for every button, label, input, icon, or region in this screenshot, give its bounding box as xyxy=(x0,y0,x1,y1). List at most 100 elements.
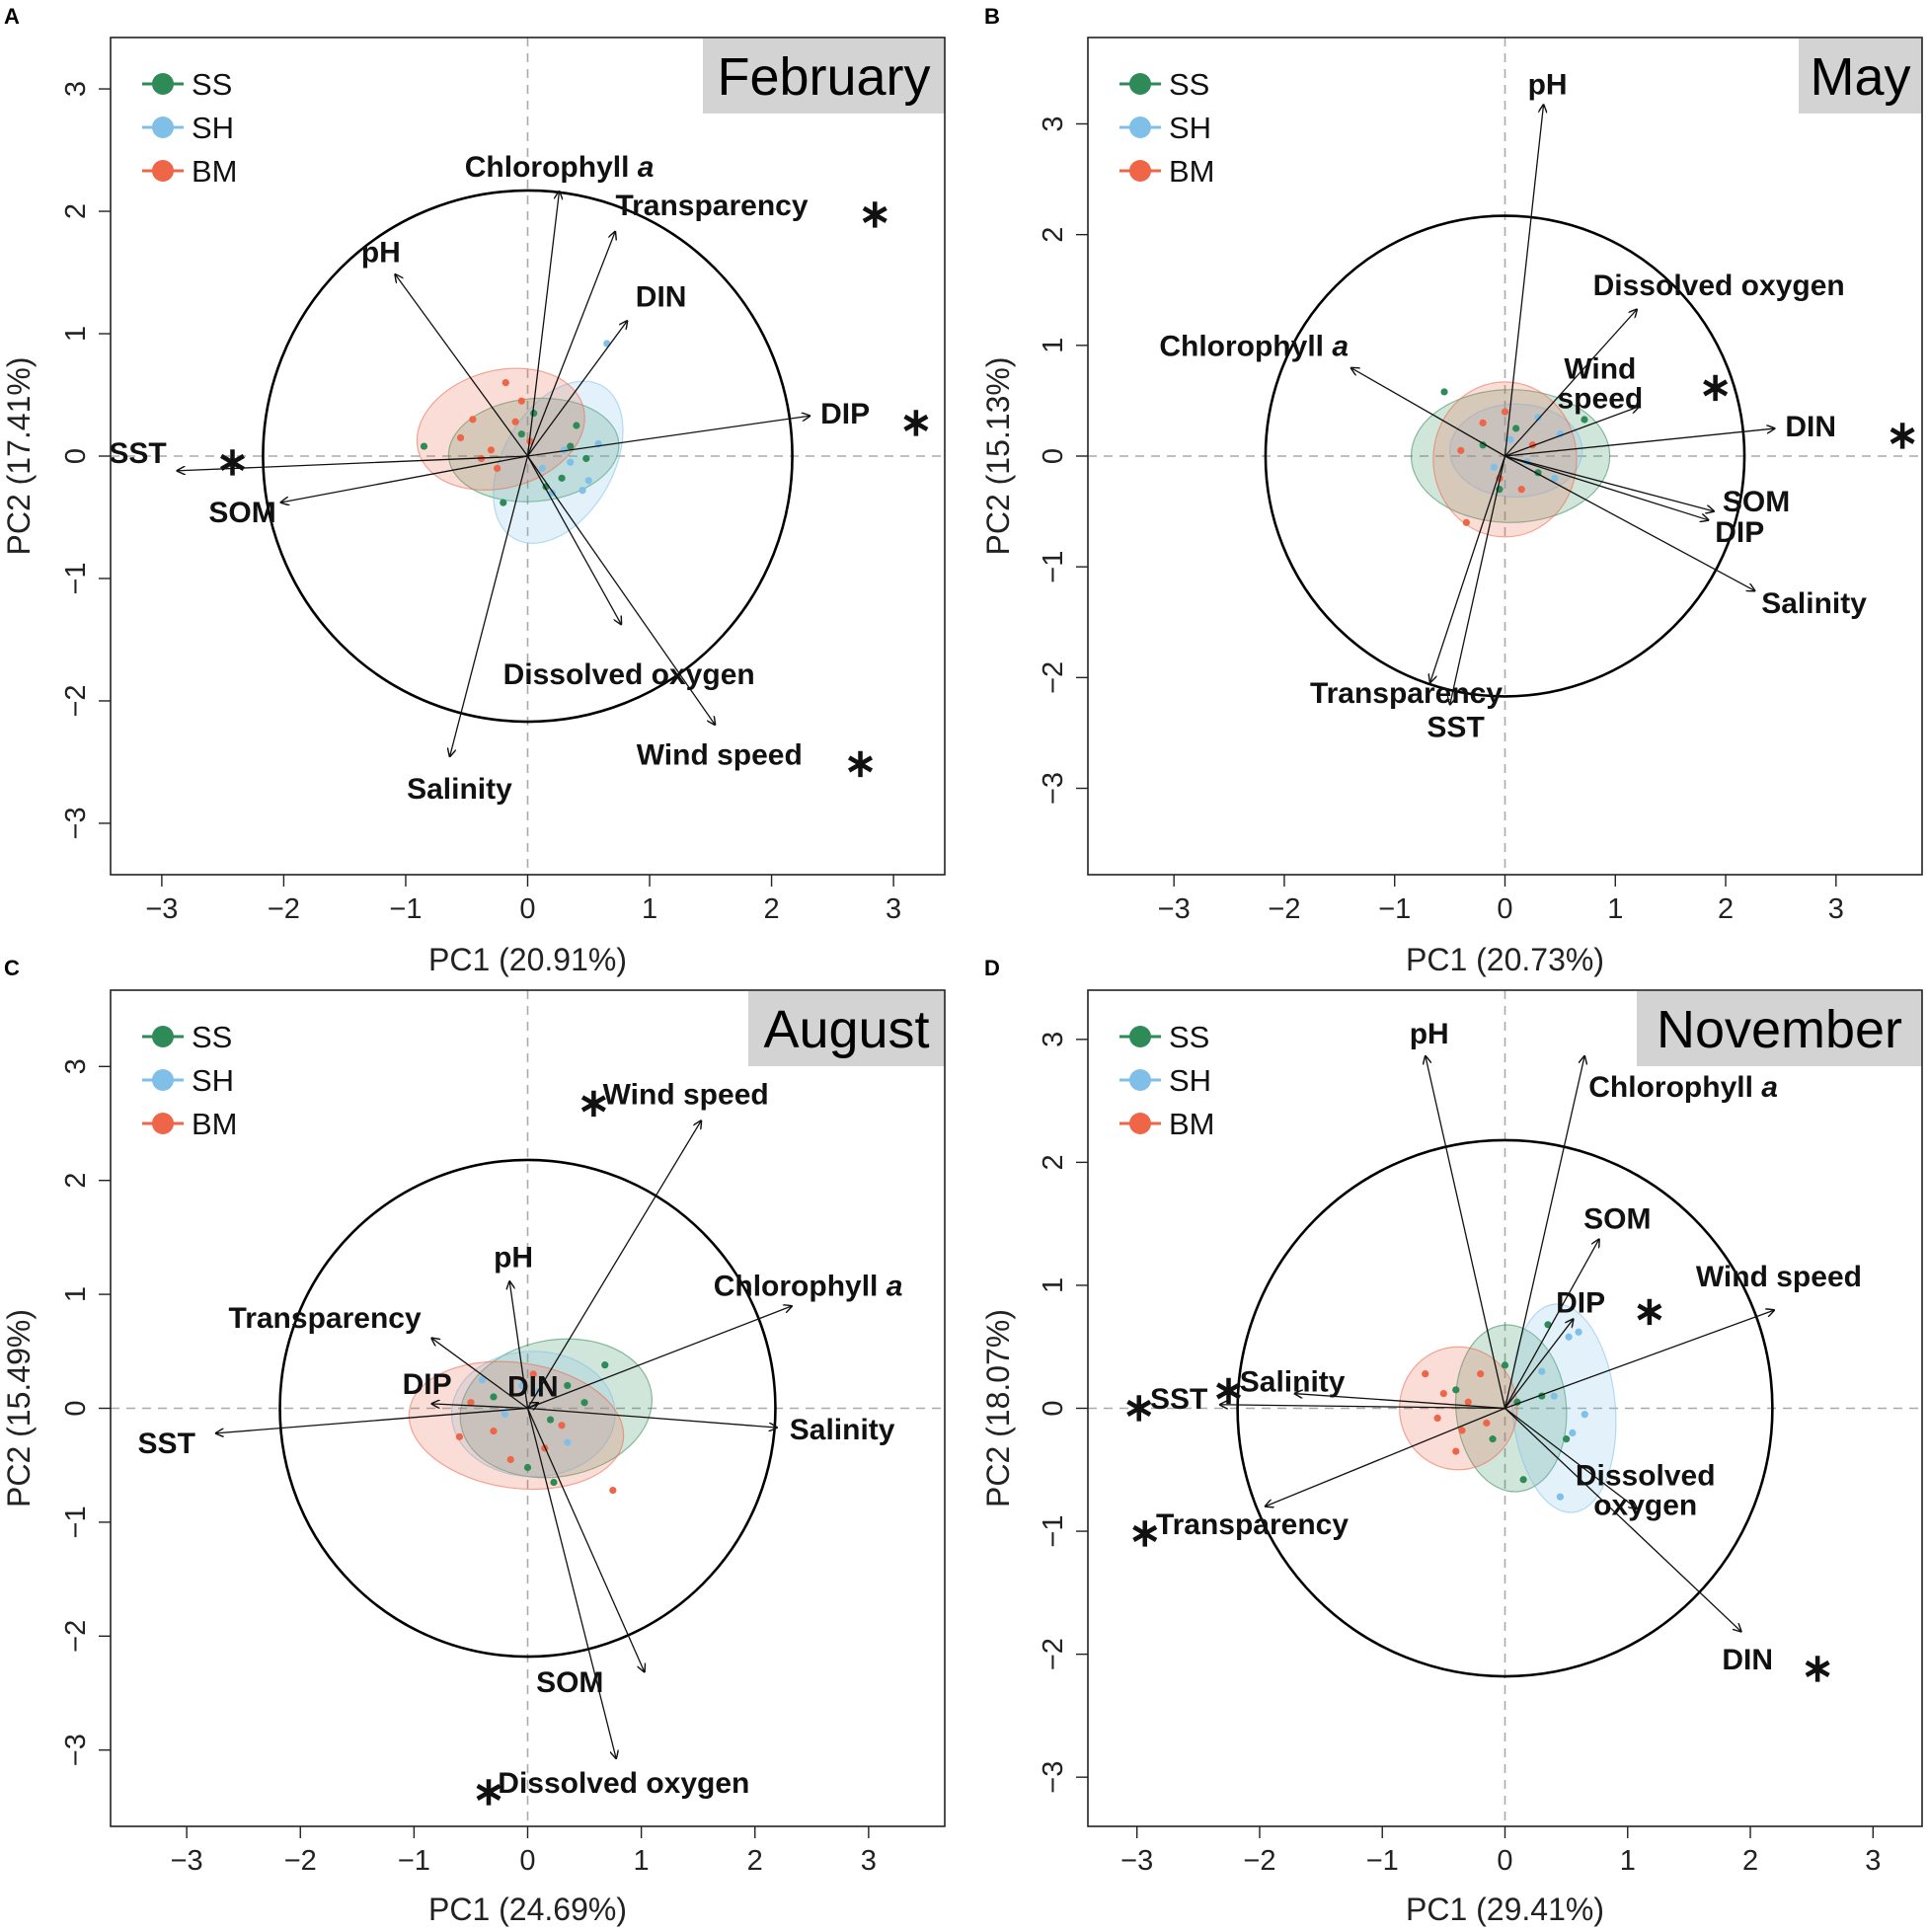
significance-star: ∗ xyxy=(472,1770,505,1814)
y-axis-title: PC2 (17.41%) xyxy=(1,357,37,556)
vector-label-line: speed xyxy=(1558,383,1644,416)
data-point-bm xyxy=(511,418,519,425)
x-axis-title: PC1 (24.69%) xyxy=(428,1892,627,1927)
vector-label: Wind speed xyxy=(1558,353,1644,416)
x-tick-label: −3 xyxy=(1158,893,1191,925)
vector-label-italic: a xyxy=(638,151,655,184)
vector-label: SOM xyxy=(1583,1203,1651,1236)
vector-label: DIN xyxy=(1785,411,1836,443)
vector-label: SOM xyxy=(1723,486,1790,518)
legend-marker-sh xyxy=(1129,116,1151,138)
month-tag-background xyxy=(703,39,945,114)
vector-label: Wind speed xyxy=(1696,1261,1862,1293)
vector-arrow xyxy=(1294,1394,1505,1410)
vector-label: SST xyxy=(1427,711,1484,743)
legend-label-bm: BM xyxy=(192,154,238,189)
vector-arrow xyxy=(449,455,529,757)
data-point-sh xyxy=(1581,1411,1588,1419)
panel-b: pH Dissolved oxygen Chlorophyll a Wind speed… xyxy=(980,4,1923,977)
significance-star: ∗ xyxy=(1212,1369,1246,1413)
data-point-ss xyxy=(1512,425,1520,432)
plot-area xyxy=(111,38,945,875)
vector-label-line: Wind xyxy=(1564,353,1636,386)
vector-arrow xyxy=(1504,1239,1600,1409)
vector-arrow xyxy=(526,231,616,457)
y-tick-label: 0 xyxy=(1038,1400,1069,1416)
data-point-bm xyxy=(529,1370,537,1378)
y-tick-label: 2 xyxy=(1038,227,1069,243)
vector-label: SOM xyxy=(536,1666,603,1699)
vector-label: DIN xyxy=(1722,1644,1773,1676)
legend-label-sh: SH xyxy=(192,111,234,145)
data-point-bm xyxy=(506,1455,514,1464)
data-point-bm xyxy=(456,433,465,442)
x-tick-label: −3 xyxy=(171,1845,203,1877)
x-tick-label: 2 xyxy=(1742,1845,1758,1877)
data-point-bm xyxy=(469,416,477,424)
data-point-bm xyxy=(558,1422,566,1430)
data-point-sh xyxy=(1506,435,1514,443)
correlation-circle xyxy=(1264,214,1746,698)
x-tick-label: 1 xyxy=(642,893,657,925)
y-tick-label: −3 xyxy=(1038,772,1069,805)
vector-label: Dissolved oxygen xyxy=(503,658,755,691)
ellipse-sh xyxy=(1449,403,1583,499)
significance-star: ∗ xyxy=(216,440,250,484)
data-point-sh xyxy=(1538,1367,1546,1375)
vector-label: Chlorophyll a xyxy=(1159,330,1349,362)
data-point-ss xyxy=(1544,1321,1552,1329)
vector-arrow xyxy=(431,1338,528,1410)
month-title: February xyxy=(717,47,930,107)
panel-a: Chlorophyll a Transparency ∗ pH DIN DIP ∗ SST ∗ S… xyxy=(1,4,946,977)
legend-label-sh: SH xyxy=(1169,1063,1211,1098)
vector-arrow xyxy=(1504,428,1776,457)
data-point-bm xyxy=(1462,518,1470,526)
y-tick-label: 2 xyxy=(1038,1154,1069,1170)
correlation-circle xyxy=(262,189,794,724)
legend-marker-bm xyxy=(1129,1113,1151,1134)
data-point-bm xyxy=(1452,1447,1460,1455)
month-tag-background xyxy=(748,991,945,1066)
vector-label: Transparency xyxy=(1156,1508,1349,1541)
vector-arrow xyxy=(526,1408,646,1673)
panel-letter: B xyxy=(984,4,1000,29)
vector-label: DIP xyxy=(1556,1287,1605,1320)
legend-marker-sh xyxy=(1129,1069,1151,1091)
vector-label: Chlorophyll a xyxy=(714,1271,903,1303)
month-title: August xyxy=(763,1000,929,1059)
x-tick-label: −3 xyxy=(1120,1845,1153,1877)
vector-label: SOM xyxy=(208,497,275,529)
y-tick-label: 3 xyxy=(1038,1032,1069,1047)
vector-label: Transparency xyxy=(1310,677,1503,710)
vector-label: Salinity xyxy=(1761,587,1867,620)
data-point-sh xyxy=(501,1410,509,1418)
correlation-circle xyxy=(278,1158,777,1659)
vector-arrow xyxy=(527,1407,778,1429)
data-point-ss xyxy=(1452,1386,1460,1394)
data-point-sh xyxy=(578,487,586,495)
vector-label: SST xyxy=(138,1428,195,1460)
x-axis-title: PC1 (20.91%) xyxy=(428,942,627,977)
vector-arrow xyxy=(526,455,622,625)
vector-label: Salinity xyxy=(1240,1366,1346,1399)
data-point-ss xyxy=(420,442,428,450)
x-tick-label: −2 xyxy=(284,1845,317,1877)
data-point-ss xyxy=(550,1478,558,1487)
data-point-bm xyxy=(1483,1419,1491,1428)
legend-label-ss: SS xyxy=(1169,1020,1209,1054)
vector-label: Salinity xyxy=(790,1414,895,1446)
x-tick-label: 0 xyxy=(1497,1845,1512,1877)
data-point-sh xyxy=(1534,414,1542,422)
vector-arrow xyxy=(526,1121,702,1409)
y-tick-label: 0 xyxy=(1038,448,1069,464)
legend-marker-sh xyxy=(152,1069,174,1091)
ellipse-sh xyxy=(1510,1303,1617,1513)
data-point-ss xyxy=(530,410,538,418)
data-point-sh xyxy=(1551,474,1559,483)
vector-arrow xyxy=(1504,104,1544,457)
x-tick-label: −1 xyxy=(389,893,422,925)
month-tag-background xyxy=(1799,39,1922,114)
vector-arrow xyxy=(1350,367,1505,457)
y-tick-label: 1 xyxy=(1038,1277,1069,1293)
